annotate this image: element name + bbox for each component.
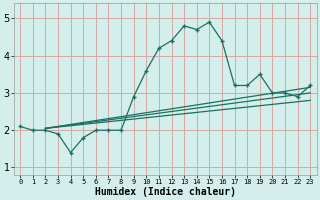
X-axis label: Humidex (Indice chaleur): Humidex (Indice chaleur) (95, 186, 236, 197)
